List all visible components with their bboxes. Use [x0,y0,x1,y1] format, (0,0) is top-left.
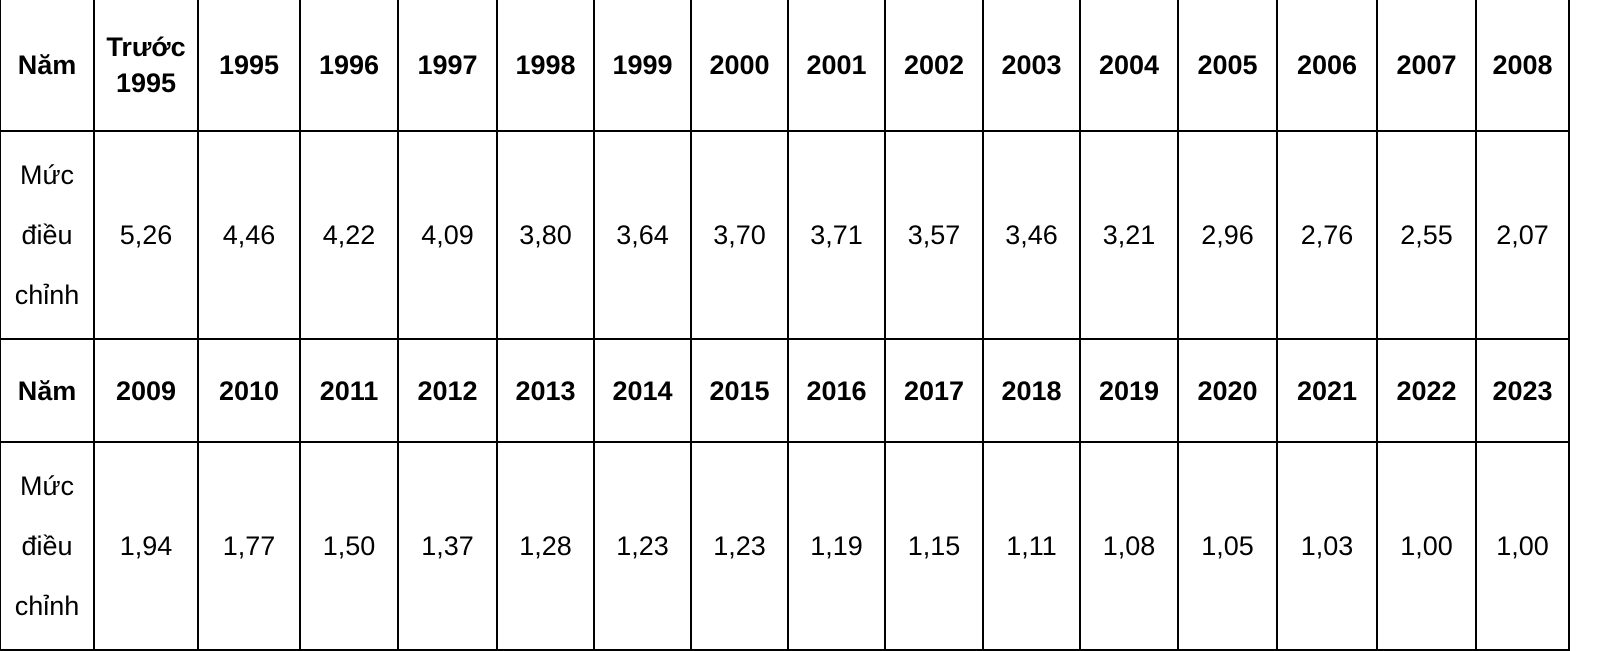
header-cell: 2008 [1475,0,1570,132]
value-cell: 1,00 [1475,441,1570,651]
header-cell: 2018 [982,338,1081,443]
header-cell: 2002 [884,0,984,132]
header-cell: Trước 1995 [93,0,199,132]
header-cell: 2001 [787,0,886,132]
header-cell: 2013 [496,338,595,443]
header-cell: 1996 [299,0,399,132]
value-cell: 1,94 [93,441,199,651]
table-row: Năm 2009 2010 2011 2012 2013 2014 2015 2016 2017 2… [0,338,1570,443]
header-cell: 2017 [884,338,984,443]
header-cell: 2019 [1079,338,1179,443]
value-cell: 1,11 [982,441,1081,651]
value-cell: 2,76 [1276,130,1378,340]
table-row: Năm Trước 1995 1995 1996 1997 1998 1999 2000 200… [0,0,1570,132]
header-cell: 2015 [690,338,789,443]
header-cell: 2000 [690,0,789,132]
row-label: Mức điều chỉnh [0,130,95,340]
value-cell: 1,77 [197,441,301,651]
header-cell: 2022 [1376,338,1477,443]
header-cell: 1999 [593,0,692,132]
value-cell: 1,23 [593,441,692,651]
value-cell: 1,00 [1376,441,1477,651]
value-cell: 3,21 [1079,130,1179,340]
value-cell: 3,70 [690,130,789,340]
header-cell: Năm [0,0,95,132]
header-cell: 2009 [93,338,199,443]
header-cell: 1995 [197,0,301,132]
header-cell: 2011 [299,338,399,443]
value-cell: 1,05 [1177,441,1278,651]
table-row: Mức điều chỉnh 5,26 4,46 4,22 4,09 3,80 3,64 3,… [0,130,1570,340]
value-cell: 1,08 [1079,441,1179,651]
row-label: Mức điều chỉnh [0,441,95,651]
header-cell: 2006 [1276,0,1378,132]
header-cell: 2004 [1079,0,1179,132]
header-cell: 2016 [787,338,886,443]
value-cell: 1,15 [884,441,984,651]
header-cell: 1998 [496,0,595,132]
value-cell: 2,07 [1475,130,1570,340]
header-cell: 2007 [1376,0,1477,132]
value-cell: 1,50 [299,441,399,651]
value-cell: 4,09 [397,130,498,340]
header-cell: 2014 [593,338,692,443]
header-cell: Năm [0,338,95,443]
value-cell: 3,46 [982,130,1081,340]
value-cell: 3,57 [884,130,984,340]
value-cell: 3,80 [496,130,595,340]
value-cell: 4,22 [299,130,399,340]
header-cell: 2023 [1475,338,1570,443]
value-cell: 2,96 [1177,130,1278,340]
table-row: Mức điều chỉnh 1,94 1,77 1,50 1,37 1,28 1,23 1,… [0,441,1570,651]
value-cell: 1,37 [397,441,498,651]
value-cell: 1,23 [690,441,789,651]
header-cell: 2005 [1177,0,1278,132]
header-cell: 1997 [397,0,498,132]
value-cell: 1,03 [1276,441,1378,651]
header-cell: 2010 [197,338,301,443]
value-cell: 1,28 [496,441,595,651]
value-cell: 2,55 [1376,130,1477,340]
header-cell: 2012 [397,338,498,443]
value-cell: 5,26 [93,130,199,340]
value-cell: 3,64 [593,130,692,340]
value-cell: 3,71 [787,130,886,340]
header-cell: 2003 [982,0,1081,132]
value-cell: 1,19 [787,441,886,651]
value-cell: 4,46 [197,130,301,340]
header-cell: 2021 [1276,338,1378,443]
header-cell: 2020 [1177,338,1278,443]
